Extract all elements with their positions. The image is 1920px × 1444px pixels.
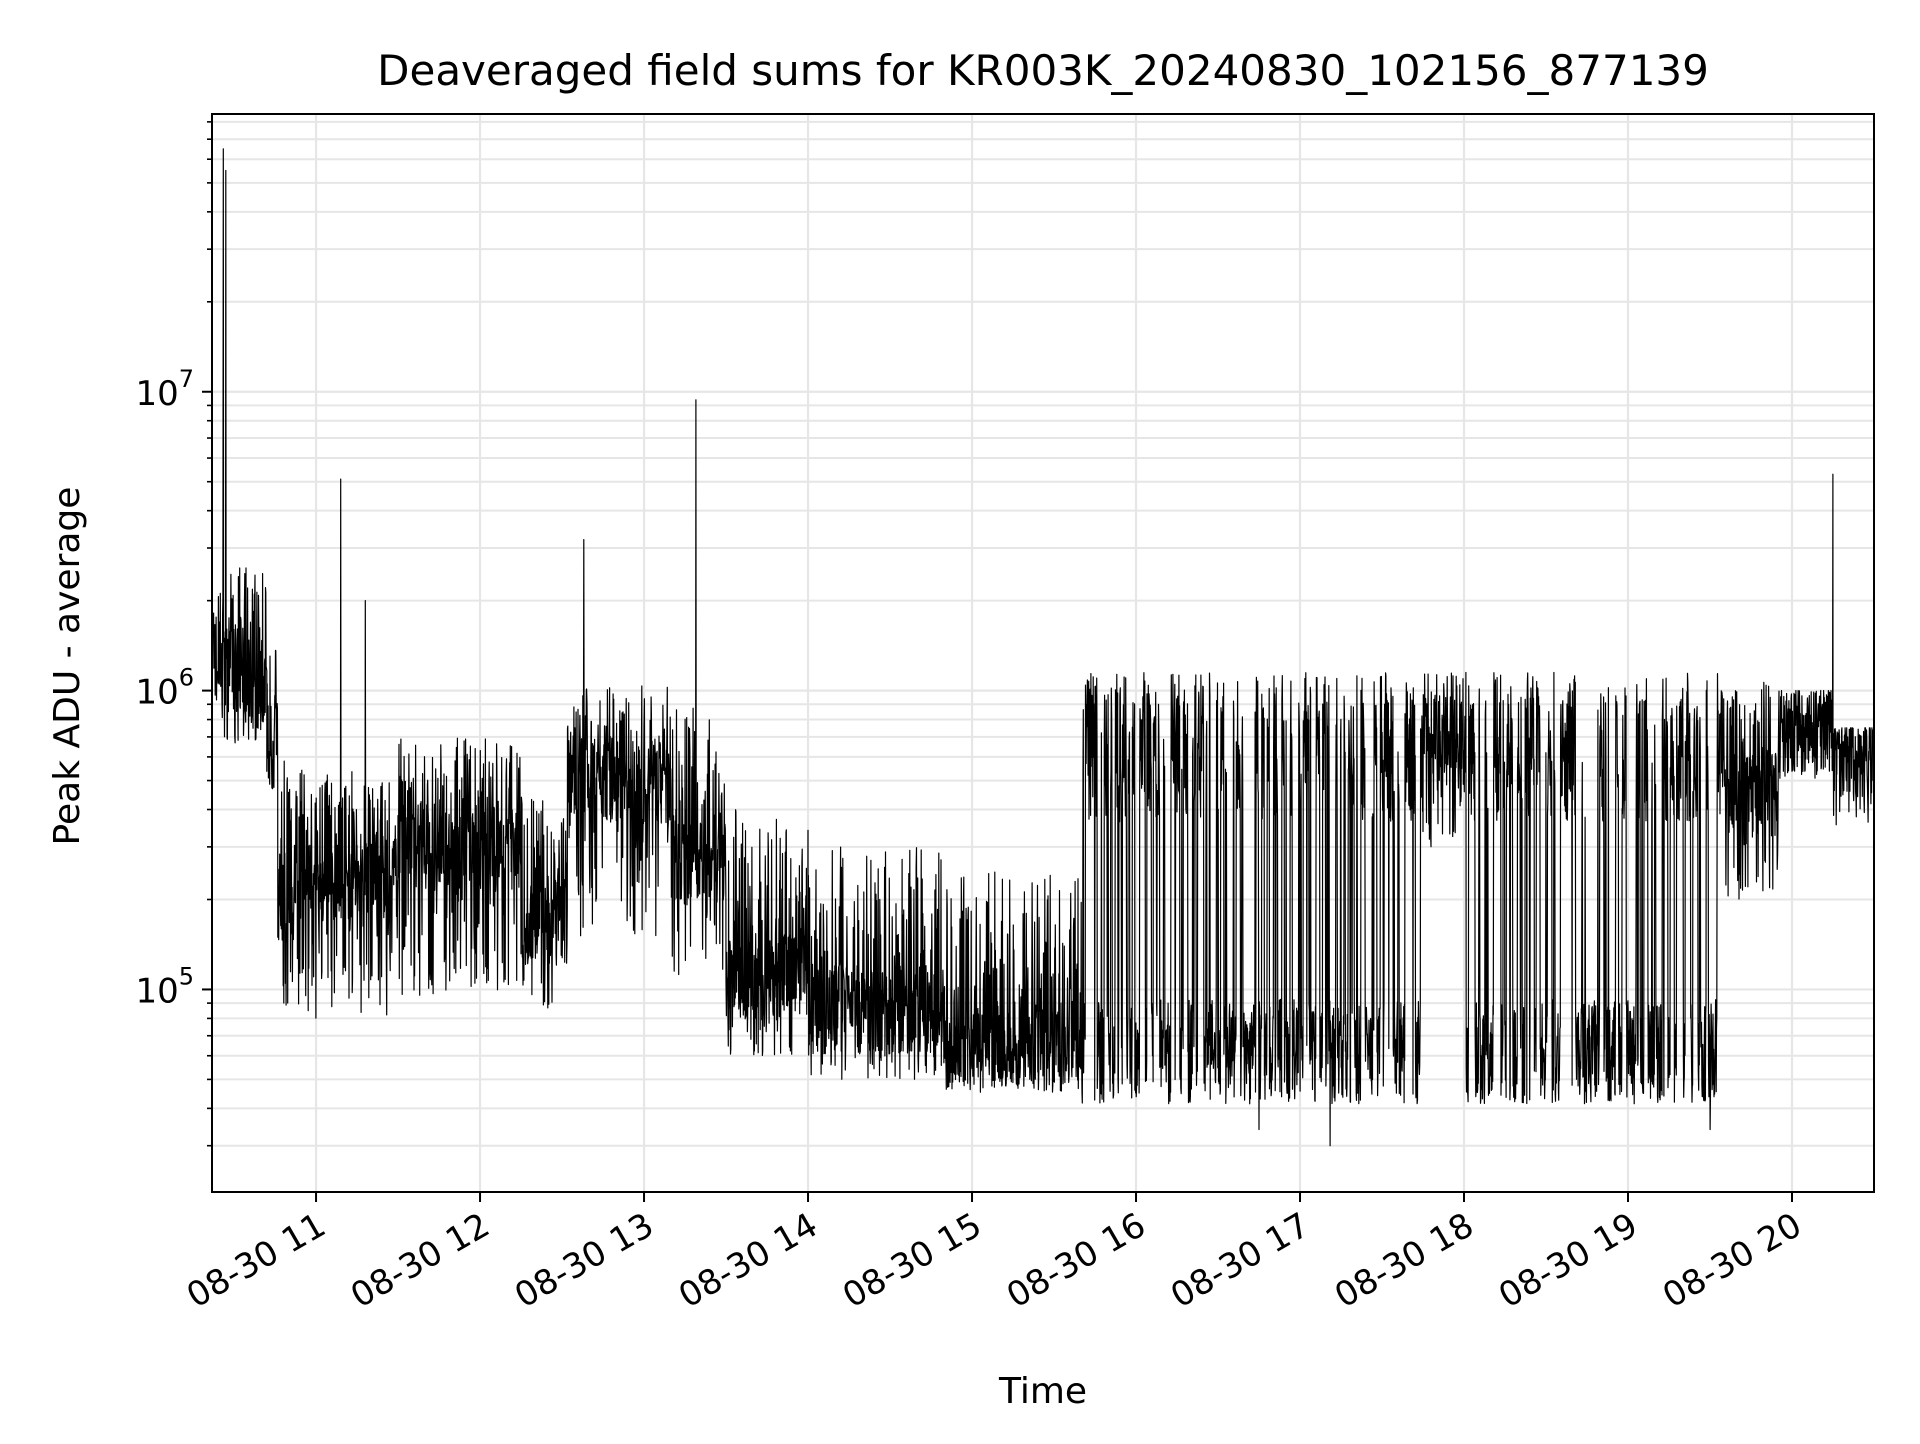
y-tick-label: 105 xyxy=(135,962,194,1011)
y-tick-label-exponent: 5 xyxy=(179,962,194,990)
chart-title: Deaveraged field sums for KR003K_2024083… xyxy=(377,46,1709,95)
y-tick-label-base: 10 xyxy=(135,374,178,414)
plot-frame xyxy=(211,113,1875,1193)
series-line xyxy=(211,148,1875,1147)
y-tick-label: 106 xyxy=(135,664,194,713)
y-tick-label: 107 xyxy=(135,365,194,414)
y-tick-label-exponent: 6 xyxy=(179,664,194,692)
y-tick-label-exponent: 7 xyxy=(179,365,194,393)
y-axis-label: Peak ADU - average xyxy=(47,487,88,846)
data-series-line xyxy=(211,148,1875,1147)
x-axis-label: Time xyxy=(998,1371,1087,1412)
y-tick-label-base: 10 xyxy=(135,971,178,1011)
y-tick-label-base: 10 xyxy=(135,673,178,713)
